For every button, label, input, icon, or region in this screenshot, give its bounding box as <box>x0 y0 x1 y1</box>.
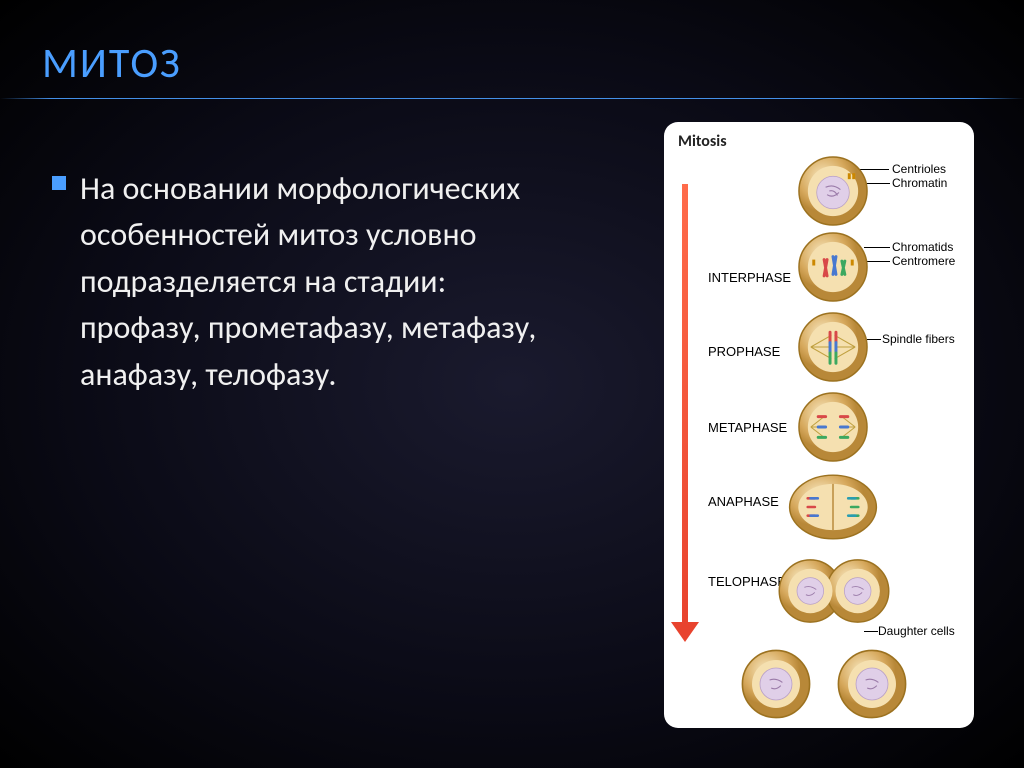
feature-chromatin: Chromatin <box>892 176 947 190</box>
slide-title: МИТОЗ <box>42 38 182 89</box>
feature-spindle: Spindle fibers <box>882 332 955 346</box>
cell-cytokinesis <box>774 554 894 628</box>
feature-centromere: Centromere <box>892 254 955 268</box>
cell-telophase <box>786 470 880 544</box>
phase-label-prophase: PROPHASE <box>708 344 780 359</box>
body-text: На основании морфологических особенносте… <box>80 166 560 398</box>
phase-label-metaphase: METAPHASE <box>708 420 787 435</box>
progression-arrow <box>674 184 696 639</box>
cell-prophase <box>796 230 870 304</box>
cell-metaphase <box>796 310 870 384</box>
bullet-icon <box>52 176 66 190</box>
feature-chromatids: Chromatids <box>892 240 953 254</box>
phase-label-interphase: INTERPHASE <box>708 270 791 285</box>
cell-interphase <box>796 154 870 228</box>
daughter-cells <box>736 644 916 720</box>
leader-line <box>864 631 878 632</box>
title-underline <box>0 98 1024 99</box>
cell-anaphase <box>796 390 870 464</box>
mitosis-diagram: Mitosis INTERPHASE PROPHASE METAPHASE AN… <box>664 122 974 728</box>
feature-centrioles: Centrioles <box>892 162 946 176</box>
phase-label-anaphase: ANAPHASE <box>708 494 779 509</box>
diagram-heading: Mitosis <box>678 132 727 151</box>
